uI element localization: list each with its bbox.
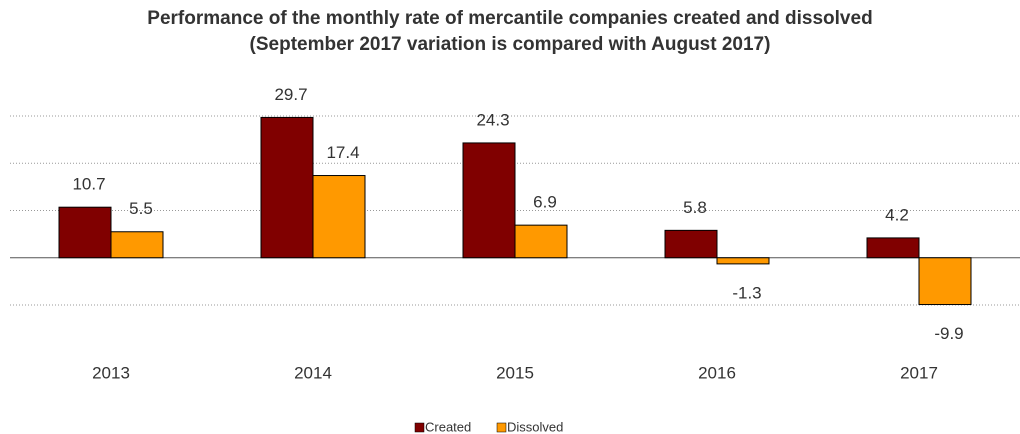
- x-tick-label: 2015: [496, 363, 534, 382]
- value-label: -9.9: [934, 324, 963, 343]
- legend-label: Created: [425, 419, 471, 434]
- value-label: 4.2: [885, 205, 909, 224]
- legend-swatch: [496, 422, 507, 433]
- legend-swatch: [414, 422, 425, 433]
- x-tick-label: 2016: [698, 363, 736, 382]
- bar: [260, 116, 314, 259]
- value-label: -1.3: [732, 283, 761, 302]
- bar: [716, 257, 770, 265]
- bar: [110, 231, 164, 259]
- x-tick-label: 2017: [900, 363, 938, 382]
- bar: [918, 257, 972, 306]
- bar: [664, 229, 718, 259]
- bar: [462, 142, 516, 259]
- value-label: 5.8: [683, 198, 707, 217]
- value-label: 10.7: [72, 175, 105, 194]
- bar: [514, 224, 568, 259]
- bar: [866, 237, 920, 259]
- x-tick-label: 2013: [92, 363, 130, 382]
- bar: [58, 206, 112, 259]
- value-label: 17.4: [326, 143, 359, 162]
- bar: [312, 175, 366, 259]
- value-label: 5.5: [129, 199, 153, 218]
- legend-label: Dissolved: [507, 419, 563, 434]
- x-tick-label: 2014: [294, 363, 332, 382]
- value-label: 24.3: [476, 110, 509, 129]
- value-label: 29.7: [274, 85, 307, 104]
- chart-title: Performance of the monthly rate of merca…: [147, 8, 873, 55]
- value-label: 6.9: [533, 193, 557, 212]
